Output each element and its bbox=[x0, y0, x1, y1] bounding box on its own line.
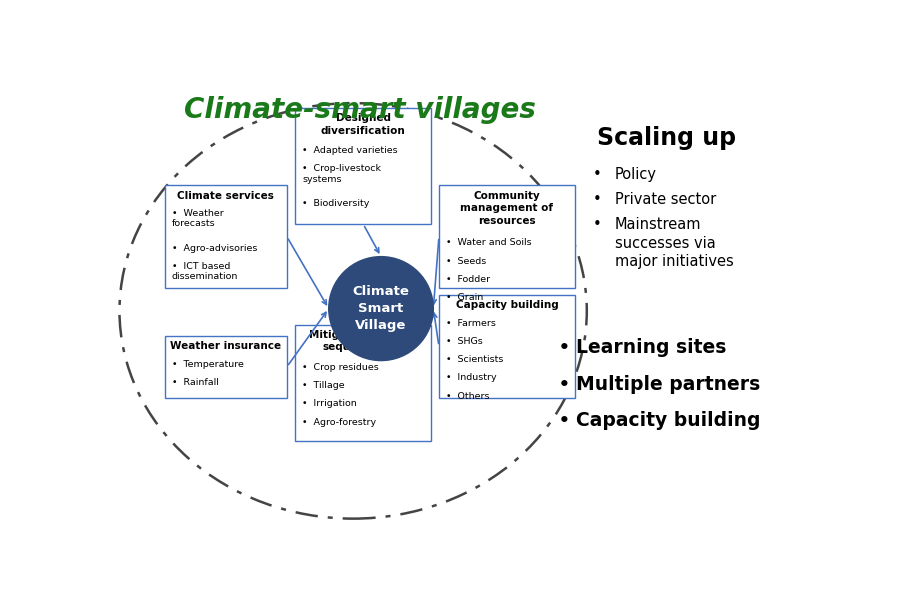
Text: •  ICT based
dissemination: • ICT based dissemination bbox=[172, 262, 238, 282]
Text: •  Irrigation: • Irrigation bbox=[302, 400, 357, 409]
Text: •  SHGs: • SHGs bbox=[446, 337, 482, 346]
Text: •: • bbox=[593, 217, 601, 232]
Text: Mitigation/ carbon
sequestration: Mitigation/ carbon sequestration bbox=[309, 330, 418, 352]
Text: •  Grain: • Grain bbox=[446, 293, 483, 302]
Text: Climate services: Climate services bbox=[177, 191, 274, 201]
Text: Mainstream
successes via
major initiatives: Mainstream successes via major initiativ… bbox=[615, 217, 734, 269]
Text: •  Industry: • Industry bbox=[446, 374, 497, 382]
FancyBboxPatch shape bbox=[165, 185, 287, 288]
Text: Learning sites: Learning sites bbox=[576, 338, 726, 357]
Text: Designed
diversification: Designed diversification bbox=[321, 113, 406, 136]
FancyBboxPatch shape bbox=[295, 108, 431, 224]
Text: •  Fodder: • Fodder bbox=[446, 275, 490, 284]
Text: •  Scientists: • Scientists bbox=[446, 355, 503, 364]
Text: •: • bbox=[558, 375, 571, 395]
Text: •  Rainfall: • Rainfall bbox=[172, 378, 219, 387]
Text: •  Biodiversity: • Biodiversity bbox=[302, 199, 370, 208]
Text: •  Water and Soils: • Water and Soils bbox=[446, 238, 532, 247]
Text: Scaling up: Scaling up bbox=[598, 126, 736, 150]
FancyBboxPatch shape bbox=[439, 295, 575, 398]
Text: Weather insurance: Weather insurance bbox=[170, 342, 282, 352]
Text: •  Crop-livestock
systems: • Crop-livestock systems bbox=[302, 164, 382, 184]
Text: •: • bbox=[558, 412, 571, 431]
Text: Climate
Smart
Village: Climate Smart Village bbox=[353, 285, 410, 332]
Text: Community
management of
resources: Community management of resources bbox=[461, 191, 554, 225]
Text: Climate-smart villages: Climate-smart villages bbox=[184, 96, 536, 125]
FancyBboxPatch shape bbox=[295, 324, 431, 441]
Text: Capacity building: Capacity building bbox=[455, 301, 558, 310]
FancyBboxPatch shape bbox=[165, 336, 287, 398]
Text: •  Agro-forestry: • Agro-forestry bbox=[302, 417, 376, 427]
Ellipse shape bbox=[328, 257, 434, 361]
Text: Capacity building: Capacity building bbox=[576, 412, 760, 431]
Text: •  Temperature: • Temperature bbox=[172, 360, 244, 369]
Text: •: • bbox=[593, 167, 601, 182]
Text: •  Others: • Others bbox=[446, 392, 490, 401]
Text: •  Tillage: • Tillage bbox=[302, 381, 345, 390]
Text: •: • bbox=[593, 192, 601, 207]
Text: •  Weather
forecasts: • Weather forecasts bbox=[172, 209, 223, 228]
Text: •  Adapted varieties: • Adapted varieties bbox=[302, 146, 398, 155]
Text: Policy: Policy bbox=[615, 167, 657, 182]
Text: •  Agro-advisories: • Agro-advisories bbox=[172, 244, 257, 253]
Text: •: • bbox=[558, 338, 571, 358]
Text: •  Seeds: • Seeds bbox=[446, 257, 486, 266]
FancyBboxPatch shape bbox=[439, 185, 575, 288]
Text: •  Farmers: • Farmers bbox=[446, 318, 496, 328]
Text: Multiple partners: Multiple partners bbox=[576, 375, 760, 394]
Text: Private sector: Private sector bbox=[615, 192, 716, 207]
Text: •  Crop residues: • Crop residues bbox=[302, 363, 379, 372]
